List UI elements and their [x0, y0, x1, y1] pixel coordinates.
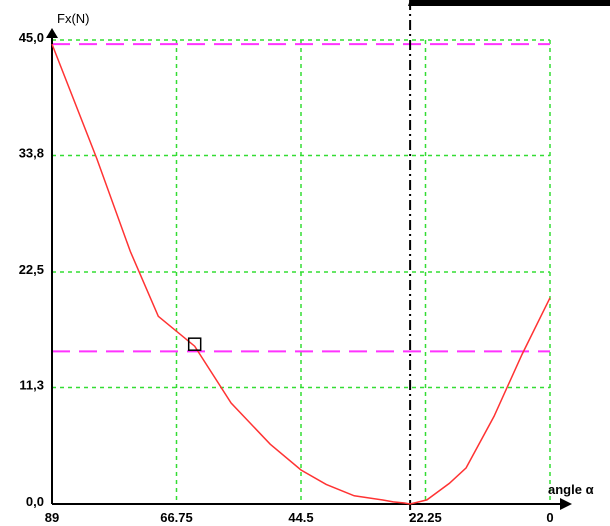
curve-layer — [51, 43, 551, 505]
grid-lines — [52, 39, 551, 504]
tick-labels: 89 66.75 44.5 22.25 0 0,0 11,3 22,5 33,8 45,0 — [19, 30, 554, 525]
y-tick-label: 22,5 — [19, 262, 44, 277]
y-axis-label: Fx(N) — [57, 11, 90, 26]
x-tick-label: 44.5 — [288, 510, 313, 525]
y-tick-label: 11,3 — [19, 377, 44, 392]
x-tick-label: 66.75 — [160, 510, 193, 525]
reference-lines — [52, 0, 550, 520]
x-tick-label: 0 — [546, 510, 553, 525]
axes — [46, 28, 572, 510]
y-axis-arrow — [46, 28, 58, 38]
y-tick-label: 0,0 — [26, 494, 44, 509]
x-tick-label: 89 — [45, 510, 59, 525]
x-axis-arrow — [560, 498, 572, 510]
y-tick-label: 33,8 — [19, 145, 44, 160]
x-axis-label: angle α — [548, 482, 594, 497]
cursor-marker — [187, 337, 202, 351]
y-tick-label: 45,0 — [19, 30, 44, 45]
x-tick-label: 22.25 — [409, 510, 442, 525]
pointer-decoration — [408, 0, 610, 6]
series-curve — [51, 43, 551, 505]
